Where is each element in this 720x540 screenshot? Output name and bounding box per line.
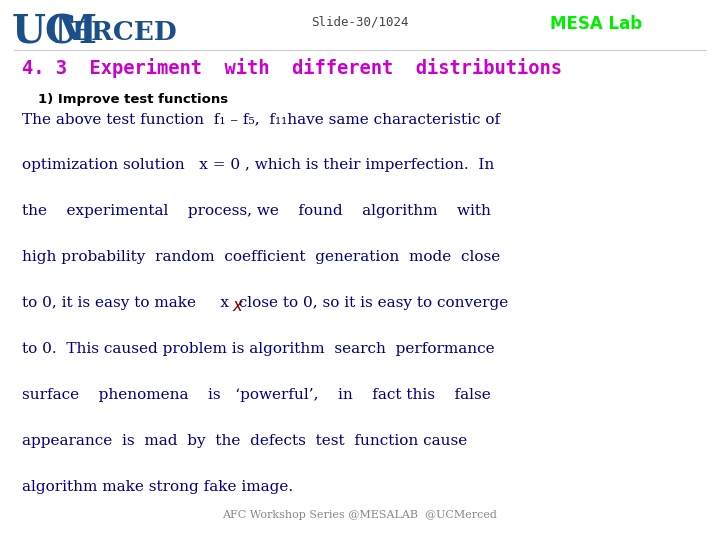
Text: surface    phenomena    is   ‘powerful’,    in    fact this    false: surface phenomena is ‘powerful’, in fact… [22,388,491,402]
Text: UC: UC [12,13,77,51]
Text: optimization solution   x = 0 , which is their imperfection.  In: optimization solution x = 0 , which is t… [22,158,494,172]
Text: MESA Lab: MESA Lab [550,15,642,33]
Text: appearance  is  mad  by  the  defects  test  function cause: appearance is mad by the defects test fu… [22,434,467,448]
Text: high probability  random  coefficient  generation  mode  close: high probability random coefficient gene… [22,250,500,264]
Text: $\mathit{x}$: $\mathit{x}$ [232,298,244,315]
Text: ERCED: ERCED [72,20,178,45]
Text: AFC Workshop Series @MESALAB  @UCMerced: AFC Workshop Series @MESALAB @UCMerced [222,510,498,520]
Text: algorithm make strong fake image.: algorithm make strong fake image. [22,480,293,494]
Text: Slide-30/1024: Slide-30/1024 [311,16,409,29]
Text: the    experimental    process, we    found    algorithm    with: the experimental process, we found algor… [22,204,491,218]
Text: 4. 3  Experiment  with  different  distributions: 4. 3 Experiment with different distribut… [22,58,562,78]
Text: 1) Improve test functions: 1) Improve test functions [38,93,228,106]
Text: M: M [53,13,96,51]
Text: to 0.  This caused problem is algorithm  search  performance: to 0. This caused problem is algorithm s… [22,342,495,356]
Text: The above test function  f₁ – f₅,  f₁₁have same characteristic of: The above test function f₁ – f₅, f₁₁have… [22,112,500,126]
Text: to 0, it is easy to make     x  close to 0, so it is easy to converge: to 0, it is easy to make x close to 0, s… [22,296,508,310]
